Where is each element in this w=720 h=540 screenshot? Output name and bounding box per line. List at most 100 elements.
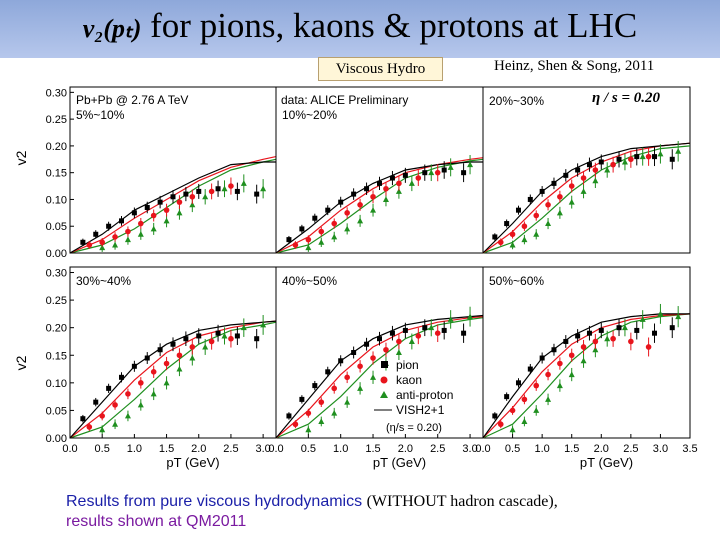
point-proton (556, 382, 563, 389)
point-pion (286, 237, 292, 243)
panel-frame-4 (69, 266, 277, 439)
point-proton (428, 324, 435, 331)
x-tick-label: 0.5 (301, 443, 316, 455)
point-proton (202, 343, 209, 350)
point-kaon (305, 410, 312, 416)
point-kaon (557, 193, 563, 200)
slide-title: v₂(pₜ) for pions, kaons & protons at LHC (0, 6, 720, 46)
x-tick-label: 1.0 (127, 443, 142, 455)
point-kaon (86, 242, 93, 248)
point-pion (575, 167, 581, 173)
point-proton (592, 346, 599, 353)
point-kaon (112, 402, 118, 408)
point-proton (260, 185, 267, 192)
point-kaon (344, 210, 350, 216)
point-pion (106, 385, 112, 391)
point-proton (408, 180, 415, 186)
caption: Results from pure viscous hydrodynamics … (66, 492, 716, 532)
point-pion (563, 338, 569, 344)
point-pion (119, 218, 124, 224)
point-pion (286, 413, 292, 419)
point-pion (616, 156, 622, 162)
point-proton (189, 201, 196, 208)
caption-part2: (WITHOUT hadron cascade), (366, 493, 558, 510)
point-pion (93, 231, 99, 237)
centrality-label-6: 50%~60% (489, 274, 544, 288)
point-pion (234, 333, 240, 339)
point-kaon (357, 202, 363, 208)
point-proton (533, 231, 540, 237)
point-pion (669, 325, 675, 331)
panel-frame-3 (482, 86, 691, 254)
curve-pion-panel-1 (69, 161, 276, 254)
point-pion (106, 223, 112, 229)
point-kaon (628, 156, 634, 163)
author-credit: Heinz, Shen & Song, 2011 (494, 58, 655, 74)
point-kaon (344, 374, 350, 381)
y-tick-label: 0.20 (46, 141, 67, 153)
point-kaon (176, 199, 183, 205)
point-pion (492, 413, 498, 419)
y-tick-label: 0.15 (46, 168, 67, 180)
point-proton (447, 164, 454, 170)
legend-eta-label: (η/s = 0.20) (386, 422, 442, 434)
curve-kaon-panel-6 (482, 313, 691, 439)
y-tick-label: 0.25 (46, 295, 67, 307)
point-proton (137, 401, 144, 408)
point-proton (305, 244, 312, 251)
point-pion (170, 341, 176, 347)
x-tick-label: 1.5 (564, 443, 579, 455)
centrality-label-2: 10%~20% (282, 108, 337, 122)
point-pion (351, 350, 357, 355)
point-proton (344, 225, 351, 232)
point-pion (634, 154, 640, 160)
point-proton (124, 412, 131, 419)
point-kaon (138, 220, 144, 227)
x-tick-label: 0.0 (268, 443, 283, 455)
point-pion (144, 204, 150, 210)
point-pion (422, 170, 428, 176)
point-kaon (396, 338, 402, 345)
point-proton (331, 233, 338, 240)
point-proton (604, 166, 611, 173)
point-kaon (592, 338, 599, 345)
y-tick-label: 0.30 (46, 87, 67, 99)
x-tick-label: 1.5 (159, 443, 174, 455)
point-kaon (521, 396, 528, 403)
point-pion (669, 156, 675, 162)
point-kaon (610, 335, 616, 342)
x-tick-label: 2.0 (594, 443, 609, 455)
point-kaon (645, 344, 652, 350)
viscous-hydro-label: Viscous Hydro (318, 57, 443, 81)
curve-pion-panel-3 (482, 142, 691, 254)
point-proton (621, 158, 628, 165)
x-tick-label: 2.5 (430, 443, 445, 455)
x-axis-label: pT (GeV) (166, 455, 219, 470)
point-kaon (396, 180, 402, 187)
point-kaon (138, 380, 144, 386)
point-pion (527, 366, 533, 372)
point-kaon (208, 188, 215, 195)
system-label: Pb+Pb @ 2.76 A TeV (76, 93, 188, 107)
point-proton (447, 316, 454, 322)
point-proton (545, 396, 552, 402)
point-pion (157, 347, 163, 353)
x-tick-label: 2.0 (191, 443, 206, 455)
point-proton (639, 316, 646, 322)
y-tick-label: 0.10 (46, 194, 67, 206)
point-kaon (568, 352, 575, 359)
point-pion (131, 210, 137, 216)
point-proton (533, 407, 540, 413)
x-tick-label: 2.5 (223, 443, 238, 455)
point-proton (370, 206, 377, 213)
point-kaon (580, 175, 587, 181)
point-proton (580, 188, 587, 194)
point-pion (183, 191, 189, 197)
point-pion (299, 226, 305, 232)
point-kaon (610, 161, 616, 168)
point-proton (408, 338, 415, 344)
legend-kaon-label: kaon (396, 373, 422, 387)
point-proton (395, 188, 402, 194)
legend-proton-marker (380, 391, 388, 398)
point-kaon (370, 193, 376, 200)
